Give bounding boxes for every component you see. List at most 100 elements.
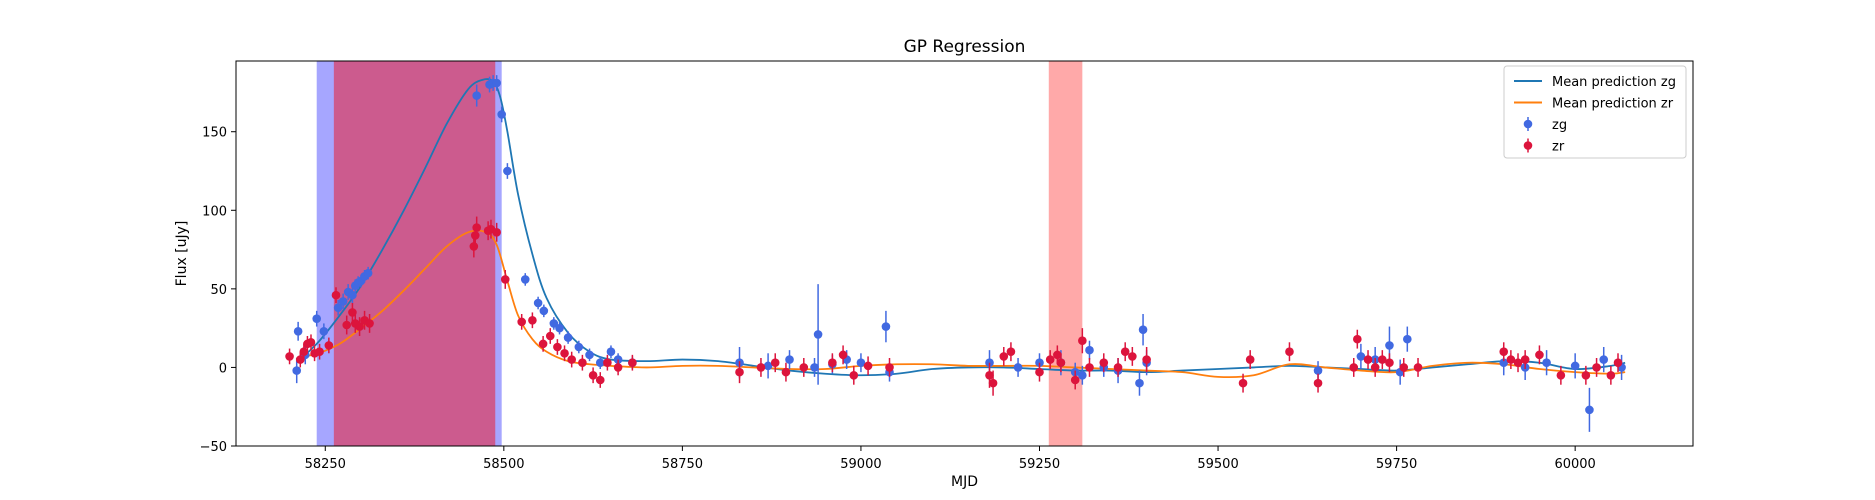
data-point-zr bbox=[472, 216, 481, 239]
data-point-zr bbox=[295, 351, 305, 368]
data-point-zg bbox=[606, 345, 616, 358]
data-point-zr bbox=[595, 372, 605, 388]
data-point-zr bbox=[588, 367, 598, 384]
data-point-zg bbox=[1585, 387, 1594, 432]
data-point-zg bbox=[363, 266, 373, 280]
legend-entry: zg bbox=[1523, 117, 1567, 133]
data-point-zg bbox=[503, 163, 512, 179]
data-point-zr bbox=[1385, 353, 1394, 373]
data-point-zr bbox=[1413, 358, 1423, 377]
data-point-zr bbox=[1078, 328, 1087, 354]
data-point-zg bbox=[497, 106, 506, 123]
data-point-zr bbox=[863, 356, 873, 376]
data-point-zr bbox=[1506, 350, 1516, 369]
data-point-zr bbox=[1606, 365, 1616, 385]
data-point-zg bbox=[563, 331, 573, 344]
data-point-zr bbox=[1035, 362, 1044, 382]
data-point-zg bbox=[1013, 358, 1023, 377]
data-point-zg bbox=[1403, 326, 1412, 352]
x-axis: 58250 58500 58750 59000 59250 59500 59750 60000 bbox=[305, 446, 1596, 472]
series-line-0 bbox=[296, 78, 1626, 377]
legend-entry: Mean prediction zg bbox=[1514, 75, 1676, 90]
x-tick-label: 60000 bbox=[1554, 457, 1595, 472]
y-tick-label: 0 bbox=[219, 361, 227, 376]
data-point-zr bbox=[1056, 353, 1066, 373]
data-point-zr bbox=[988, 370, 998, 396]
data-point-zr bbox=[1556, 365, 1566, 385]
legend-label: Mean prediction zg bbox=[1552, 75, 1676, 90]
data-point-zr bbox=[770, 353, 780, 373]
data-point-zg bbox=[763, 353, 773, 379]
data-point-zr bbox=[567, 351, 576, 368]
data-point-zr bbox=[1581, 365, 1591, 385]
data-point-zg bbox=[810, 358, 819, 377]
legend-label: zr bbox=[1552, 140, 1565, 155]
data-point-zg bbox=[785, 350, 794, 369]
plot-border bbox=[235, 60, 1694, 447]
shaded-regions bbox=[316, 61, 1083, 446]
data-point-zr bbox=[545, 328, 555, 344]
data-point-zr bbox=[500, 270, 510, 289]
data-point-zr bbox=[315, 343, 324, 360]
data-point-zr bbox=[849, 365, 859, 385]
data-point-zr bbox=[1535, 345, 1544, 365]
legend-box bbox=[1503, 65, 1687, 159]
data-point-zg bbox=[348, 287, 357, 303]
data-point-zr bbox=[299, 343, 309, 360]
data-point-zr bbox=[492, 222, 501, 242]
data-point-zr bbox=[1006, 342, 1016, 362]
data-point-zr bbox=[603, 354, 612, 371]
data-point-zr bbox=[1499, 342, 1509, 362]
data-point-zr bbox=[628, 354, 637, 371]
y-axis-label: Flux [uJy] bbox=[174, 221, 190, 287]
data-point-zr bbox=[885, 358, 894, 377]
data-point-zr bbox=[1085, 358, 1094, 377]
series-line-1 bbox=[296, 229, 1626, 379]
data-point-zg bbox=[533, 296, 543, 310]
data-point-zg bbox=[1599, 347, 1609, 373]
data-point-zr bbox=[1353, 329, 1362, 349]
data-point-zr bbox=[285, 348, 294, 365]
data-point-zg bbox=[333, 299, 343, 316]
data-point-zr bbox=[1142, 347, 1151, 373]
data-point-zr bbox=[1520, 350, 1530, 369]
data-point-zr bbox=[517, 314, 526, 330]
x-axis-label: MJD bbox=[951, 474, 978, 490]
data-point-zg bbox=[595, 356, 605, 369]
data-point-zg bbox=[1356, 343, 1366, 369]
data-point-zg bbox=[813, 284, 823, 385]
data-point-zg bbox=[881, 310, 891, 343]
x-tick-label: 59750 bbox=[1376, 457, 1417, 472]
data-point-zr bbox=[735, 361, 744, 384]
legend-entry: Mean prediction zr bbox=[1514, 97, 1674, 112]
data-point-zg bbox=[1542, 350, 1551, 376]
x-tick-label: 58500 bbox=[483, 457, 524, 472]
data-point-zr bbox=[538, 336, 548, 352]
data-point-zg bbox=[585, 348, 594, 362]
legend-entry: zr bbox=[1523, 138, 1565, 155]
data-point-zr bbox=[1113, 358, 1123, 377]
shaded-region-1 bbox=[333, 61, 496, 446]
data-point-zr bbox=[560, 345, 569, 362]
data-point-zr bbox=[365, 314, 374, 333]
data-point-zr bbox=[999, 347, 1009, 366]
data-point-zr bbox=[1513, 353, 1523, 373]
data-point-zr bbox=[1128, 347, 1137, 366]
legend-label: Mean prediction zr bbox=[1552, 97, 1674, 112]
data-point-zr bbox=[1613, 353, 1623, 373]
data-point-zr bbox=[355, 317, 364, 336]
data-point-zg bbox=[1078, 365, 1087, 385]
data-point-zr bbox=[799, 358, 809, 377]
data-point-zr bbox=[578, 354, 587, 371]
data-point-zg bbox=[292, 358, 302, 384]
data-point-zr bbox=[528, 312, 537, 329]
data-point-zr bbox=[781, 362, 791, 382]
y-tick-label: 100 bbox=[202, 204, 227, 219]
data-point-zg bbox=[312, 310, 322, 327]
data-point-zr bbox=[1378, 350, 1387, 369]
x-tick-label: 59500 bbox=[1197, 457, 1238, 472]
data-point-zr bbox=[1592, 358, 1601, 377]
data-point-zg bbox=[574, 340, 584, 354]
chart-title: GP Regression bbox=[904, 37, 1026, 57]
data-point-zr bbox=[1399, 358, 1409, 377]
